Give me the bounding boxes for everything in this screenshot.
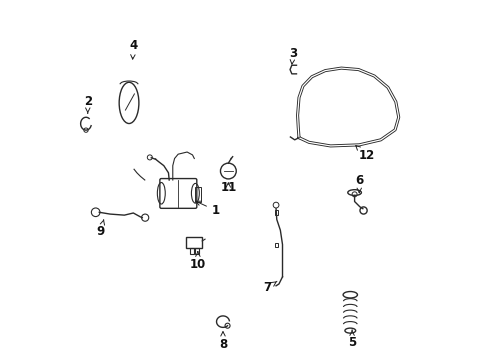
Text: 10: 10 — [189, 252, 205, 271]
Text: 7: 7 — [263, 281, 276, 294]
Bar — [190, 248, 193, 253]
Bar — [274, 243, 278, 247]
Text: 5: 5 — [347, 330, 355, 348]
Bar — [186, 237, 202, 248]
Bar — [274, 211, 278, 215]
Text: 9: 9 — [96, 220, 104, 238]
Text: 4: 4 — [129, 39, 137, 59]
Text: 1: 1 — [196, 201, 220, 217]
Text: 6: 6 — [354, 174, 363, 193]
Bar — [195, 187, 201, 202]
Text: 8: 8 — [219, 332, 226, 351]
Text: 2: 2 — [83, 95, 92, 113]
Text: 11: 11 — [220, 181, 236, 194]
Text: 3: 3 — [288, 47, 296, 64]
Text: 12: 12 — [355, 145, 374, 162]
Bar — [195, 248, 199, 253]
